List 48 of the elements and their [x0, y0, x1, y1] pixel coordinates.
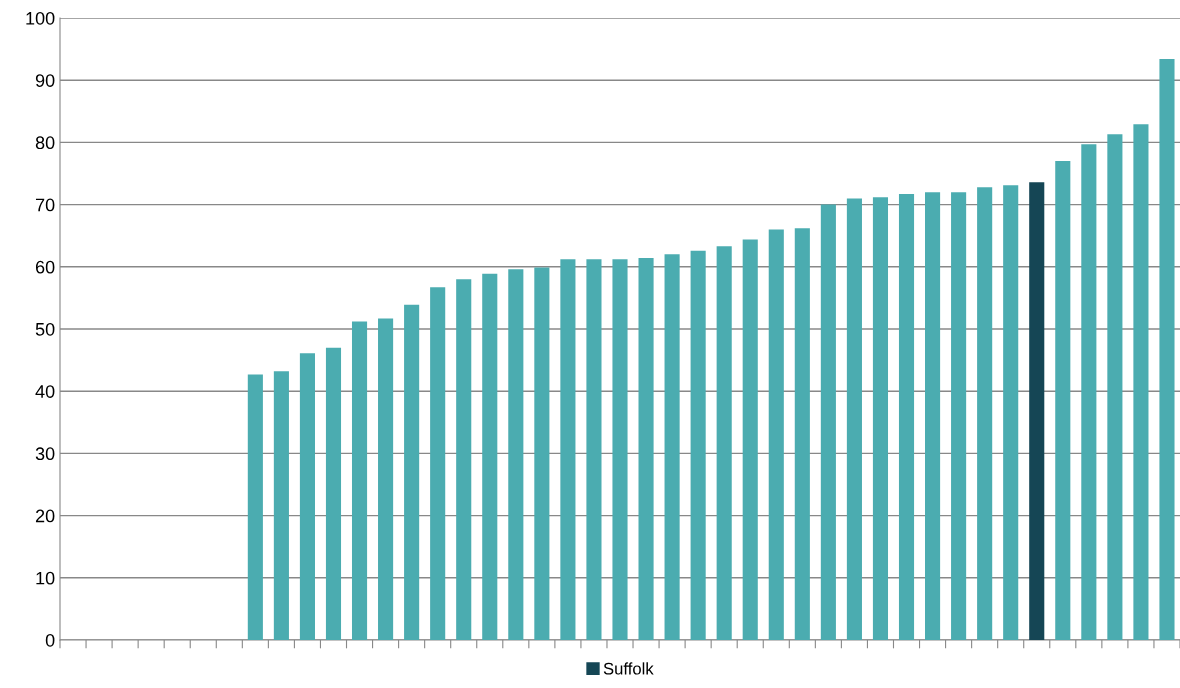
y-tick-label: 60: [35, 260, 55, 274]
bar: [664, 254, 680, 640]
bar: [1133, 124, 1149, 640]
y-tick-label: 0: [45, 633, 55, 647]
bar: [560, 259, 576, 640]
bar: [430, 287, 446, 640]
bar: [1081, 144, 1097, 640]
bar: [768, 229, 784, 640]
bar: [742, 239, 758, 640]
y-tick-label: 40: [35, 385, 55, 398]
bar: [351, 321, 368, 640]
bar: [977, 187, 993, 640]
bar: [404, 304, 420, 640]
bar: [586, 259, 602, 640]
legend-label: Suffolk: [603, 662, 654, 675]
y-tick-label: 80: [35, 136, 55, 150]
y-tick-label: 100: [26, 11, 55, 25]
bar: [925, 192, 941, 640]
bar: [872, 197, 889, 640]
bar: [690, 250, 706, 640]
y-tick-label: 10: [36, 571, 55, 585]
bar: [794, 228, 810, 640]
bar: [456, 279, 472, 640]
bar: [482, 273, 498, 640]
bar: [951, 192, 967, 640]
y-tick-label: 90: [35, 74, 55, 87]
bar: [612, 259, 628, 640]
bar: [846, 198, 862, 640]
bar: [898, 194, 915, 640]
y-tick-label: 30: [35, 447, 55, 461]
bar: [1107, 134, 1123, 640]
bar: [247, 374, 263, 640]
bar: [1159, 59, 1175, 640]
bar: [1055, 161, 1071, 640]
y-tick-label: 70: [35, 198, 55, 212]
bar: [820, 204, 836, 640]
bar: [534, 267, 550, 640]
bar: [508, 269, 524, 640]
bar: [638, 258, 654, 640]
bar: [1029, 182, 1045, 640]
bar: [1003, 185, 1019, 640]
bar: [299, 353, 315, 640]
y-tick-label: 20: [35, 509, 55, 523]
bar: [273, 371, 289, 640]
y-tick-label: 50: [35, 322, 55, 336]
bar: [716, 246, 732, 640]
bar: [325, 347, 342, 640]
bar: [378, 318, 394, 640]
